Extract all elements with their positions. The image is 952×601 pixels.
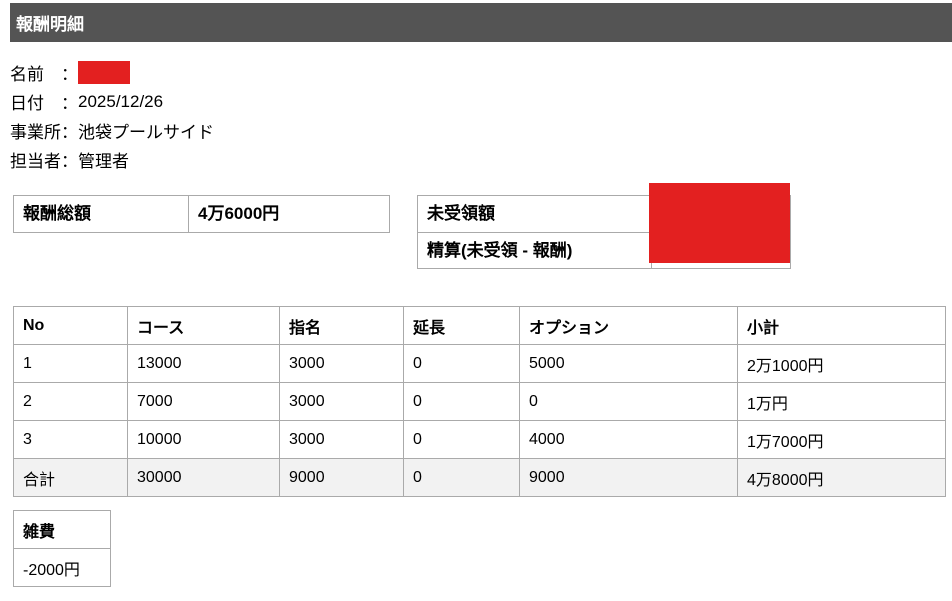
total-cell-course: 30000 — [127, 458, 280, 497]
col-header-extension: 延長 — [403, 306, 520, 345]
page-title: 報酬明細 — [16, 15, 84, 34]
cell-option: 4000 — [519, 420, 738, 459]
cell-course: 7000 — [127, 382, 280, 421]
col-header-nomination: 指名 — [279, 306, 404, 345]
cell-option: 0 — [519, 382, 738, 421]
info-block: 名前 ： 日付 ： 2025/12/26 事業所： 池袋プールサイド 担当者： … — [10, 58, 952, 174]
manager-field: 担当者： 管理者 — [10, 145, 952, 174]
date-field: 日付 ： 2025/12/26 — [10, 87, 952, 116]
reward-detail-table: No コース 指名 延長 オプション 小計 1 13000 3000 0 500… — [13, 306, 946, 497]
misc-expense-box: 雑費 -2000円 — [13, 510, 111, 587]
cell-course: 10000 — [127, 420, 280, 459]
cell-option: 5000 — [519, 344, 738, 383]
total-cell-option: 9000 — [519, 458, 738, 497]
name-value-redaction-box — [78, 61, 130, 84]
total-cell-subtotal: 4万8000円 — [737, 458, 946, 497]
manager-value: 管理者 — [78, 152, 129, 171]
settlement-box-wrap: 未受領額 精算(未受領 - 報酬) — [417, 183, 791, 269]
table-row: 3 10000 3000 0 4000 1万7000円 — [13, 420, 946, 459]
cell-nomination: 3000 — [279, 420, 404, 459]
misc-expense-value: -2000円 — [13, 548, 111, 587]
cell-no: 2 — [13, 382, 128, 421]
name-field: 名前 ： — [10, 58, 952, 87]
unreceived-amount-label: 未受領額 — [427, 204, 495, 223]
document-header: 報酬明細 — [10, 3, 952, 42]
col-header-course: コース — [127, 306, 280, 345]
manager-label: 担当者： — [10, 152, 78, 171]
cell-extension: 0 — [403, 420, 520, 459]
table-total-row: 合計 30000 9000 0 9000 4万8000円 — [13, 458, 946, 497]
date-label: 日付 ： — [10, 94, 78, 113]
office-label: 事業所： — [10, 123, 78, 142]
cell-subtotal: 2万1000円 — [737, 344, 946, 383]
col-header-option: オプション — [519, 306, 738, 345]
office-field: 事業所： 池袋プールサイド — [10, 116, 952, 145]
total-cell-nomination: 9000 — [279, 458, 404, 497]
office-value: 池袋プールサイド — [78, 123, 214, 142]
summary-section: 報酬総額 4万6000円 未受領額 精算(未受領 - 報酬) — [13, 183, 952, 269]
cell-subtotal: 1万円 — [737, 382, 946, 421]
cell-extension: 0 — [403, 382, 520, 421]
date-value: 2025/12/26 — [78, 91, 164, 111]
summary-values-redaction-box — [649, 183, 790, 263]
cell-nomination: 3000 — [279, 382, 404, 421]
settlement-label: 精算(未受領 - 報酬) — [418, 232, 651, 268]
misc-expense-label: 雑費 — [13, 510, 111, 549]
cell-no: 1 — [13, 344, 128, 383]
table-header-row: No コース 指名 延長 オプション 小計 — [13, 306, 946, 345]
total-cell-extension: 0 — [403, 458, 520, 497]
total-compensation-value: 4万6000円 — [188, 196, 389, 232]
cell-nomination: 3000 — [279, 344, 404, 383]
col-header-subtotal: 小計 — [737, 306, 946, 345]
table-row: 1 13000 3000 0 5000 2万1000円 — [13, 344, 946, 383]
cell-subtotal: 1万7000円 — [737, 420, 946, 459]
total-compensation-box: 報酬総額 4万6000円 — [13, 195, 390, 233]
total-cell-label: 合計 — [13, 458, 128, 497]
col-header-no: No — [13, 306, 128, 345]
total-compensation-label: 報酬総額 — [23, 204, 91, 223]
table-row: 2 7000 3000 0 0 1万円 — [13, 382, 946, 421]
name-label: 名前 ： — [10, 65, 78, 84]
cell-extension: 0 — [403, 344, 520, 383]
cell-no: 3 — [13, 420, 128, 459]
cell-course: 13000 — [127, 344, 280, 383]
